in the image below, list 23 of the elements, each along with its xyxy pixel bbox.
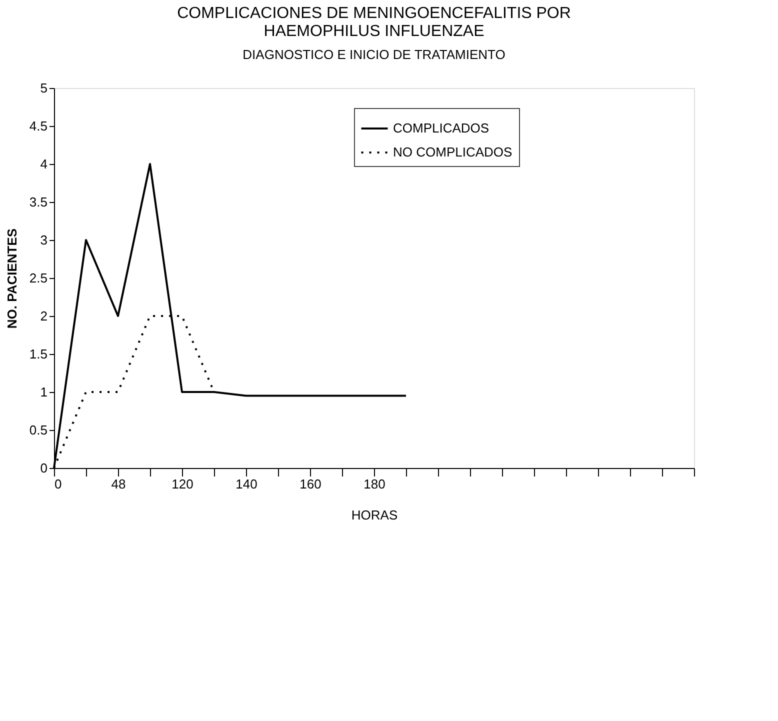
y-axis-title: NO. PACIENTES	[4, 228, 20, 329]
y-tick-label: 3	[40, 232, 48, 248]
x-tick-label: 48	[111, 476, 126, 492]
y-tick-label: 3.5	[29, 194, 48, 210]
x-tick-label: 140	[236, 476, 258, 492]
x-tick-label: 0	[54, 476, 62, 492]
y-tick-label: 1.5	[29, 346, 48, 362]
y-tick-label: 4.5	[29, 118, 48, 134]
legend-label: NO COMPLICADOS	[393, 144, 513, 160]
y-tick-label: 1	[40, 384, 48, 400]
chart-subtitle: DIAGNOSTICO E INICIO DE TRATAMIENTO	[242, 47, 506, 62]
y-tick-label: 2.5	[29, 270, 48, 286]
y-tick-label: 2	[40, 308, 48, 324]
y-tick-label: 4	[40, 156, 48, 172]
x-tick-label: 160	[300, 476, 322, 492]
x-axis-title: HORAS	[351, 508, 398, 522]
x-tick-label: 180	[364, 476, 386, 492]
y-tick-label: 5	[40, 80, 48, 96]
y-tick-label: 0	[40, 460, 48, 476]
legend-label: COMPLICADOS	[393, 120, 490, 136]
y-tick-label: 0.5	[29, 422, 48, 438]
chart-title: COMPLICACIONES DE MENINGOENCEFALITIS POR HAEMOPHILUS INFLUENZAE	[177, 5, 571, 40]
x-tick-label: 120	[172, 476, 194, 492]
